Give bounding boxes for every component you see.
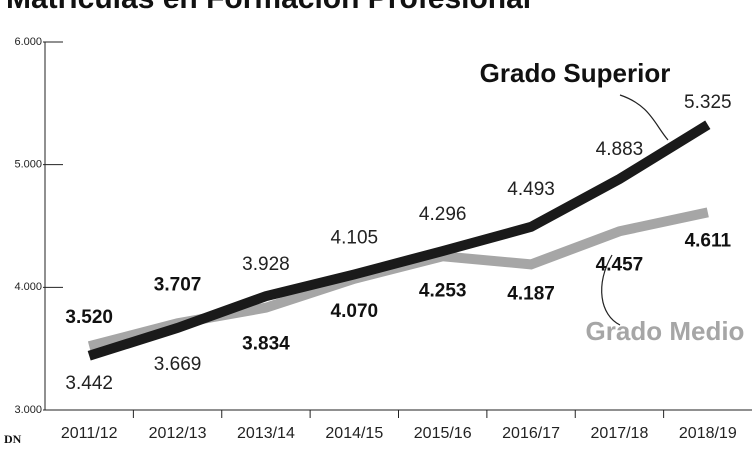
x-tick-label: 2018/19 [679, 425, 737, 442]
y-tick-label: 4.000 [14, 281, 42, 293]
chart-title: Matrículas en Formación Profesional [6, 0, 531, 15]
source: DN [4, 432, 22, 446]
value-label: 3.834 [242, 334, 290, 355]
line-series [87, 120, 711, 361]
value-label: 4.296 [419, 204, 467, 225]
x-tick-label: 2015/16 [414, 425, 472, 442]
series-label: Grado Medio [586, 316, 745, 346]
series-label: Grado Superior [480, 58, 671, 88]
x-tick-label: 2013/14 [237, 425, 295, 442]
y-tick-label: 5.000 [14, 159, 42, 171]
value-label: 3.520 [65, 307, 113, 328]
y-tick-label: 6.000 [14, 36, 42, 48]
y-tick-label: 3.000 [14, 404, 42, 416]
value-label: 4.611 [685, 230, 732, 251]
value-label: 3.707 [154, 274, 202, 295]
x-tick-label: 2014/15 [325, 425, 383, 442]
x-tick-label: 2017/18 [591, 425, 649, 442]
value-label: 4.187 [507, 283, 555, 304]
value-label: 3.442 [65, 373, 113, 394]
x-tick-label: 2011/12 [61, 425, 118, 442]
value-label: 4.070 [331, 301, 379, 322]
value-label: 4.493 [507, 179, 555, 200]
leader-line [619, 94, 669, 141]
value-label: 5.325 [684, 92, 732, 113]
x-tick-label: 2012/13 [149, 425, 207, 442]
leader-line [601, 254, 621, 326]
value-label: 3.669 [154, 354, 202, 375]
x-tick-label: 2016/17 [502, 425, 560, 442]
value-label: 3.928 [242, 254, 290, 275]
value-label: 4.105 [331, 227, 379, 248]
value-label: 4.253 [419, 280, 467, 301]
value-label: 4.883 [596, 139, 644, 160]
value-label: 4.457 [596, 254, 644, 275]
